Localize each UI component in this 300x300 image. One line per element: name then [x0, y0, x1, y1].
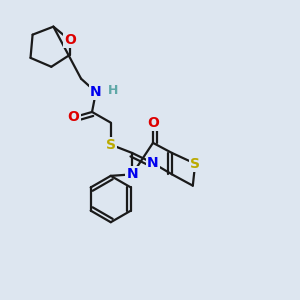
- Text: O: O: [68, 110, 80, 124]
- Text: N: N: [126, 167, 138, 182]
- Text: H: H: [108, 84, 118, 97]
- Text: N: N: [90, 85, 102, 99]
- Text: N: N: [147, 156, 159, 170]
- Text: S: S: [106, 138, 116, 152]
- Text: O: O: [147, 116, 159, 130]
- Text: O: O: [64, 33, 76, 47]
- Text: S: S: [190, 157, 200, 171]
